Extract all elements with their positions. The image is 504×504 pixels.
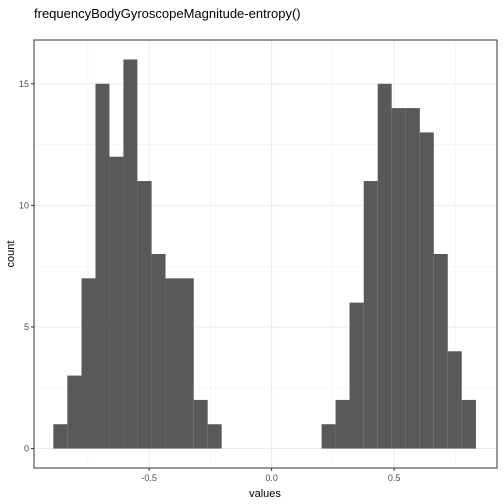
y-tick-label: 15 xyxy=(19,79,29,89)
y-axis-title: count xyxy=(5,241,17,268)
x-tick-label: 0.5 xyxy=(388,473,401,483)
x-axis-title: values xyxy=(249,488,281,500)
y-axis: 0 5 10 15 xyxy=(19,79,34,454)
x-tick-label: -0.5 xyxy=(141,473,157,483)
histogram-bar xyxy=(194,400,208,449)
histogram-bar xyxy=(434,254,448,449)
histogram-bar xyxy=(152,254,166,449)
y-tick-label: 5 xyxy=(24,322,29,332)
histogram-bar xyxy=(137,181,151,449)
histogram-bar xyxy=(123,59,137,448)
histogram-bar xyxy=(448,351,462,448)
histogram-bar xyxy=(180,278,194,448)
histogram-bar xyxy=(109,157,123,449)
histogram-bar xyxy=(392,108,406,448)
x-tick-label: 0.0 xyxy=(265,473,278,483)
histogram-bar xyxy=(82,278,96,448)
y-tick-label: 10 xyxy=(19,200,29,210)
histogram-bar xyxy=(336,400,350,449)
histogram-bar xyxy=(95,84,109,449)
histogram-bar xyxy=(166,278,180,448)
histogram-bar xyxy=(53,424,67,448)
y-tick-label: 0 xyxy=(24,444,29,454)
histogram-bar xyxy=(67,376,81,449)
histogram-bar xyxy=(420,132,434,448)
histogram-bar xyxy=(378,84,392,449)
histogram-bar xyxy=(406,108,420,448)
histogram-bar xyxy=(462,400,476,449)
histogram-bar xyxy=(350,303,364,449)
x-axis: -0.5 0.0 0.5 xyxy=(141,468,400,483)
histogram-bar xyxy=(364,181,378,449)
histogram-bar xyxy=(322,424,336,448)
chart-title: frequencyBodyGyroscopeMagnitude-entropy(… xyxy=(34,6,301,21)
histogram-bar xyxy=(208,424,222,448)
